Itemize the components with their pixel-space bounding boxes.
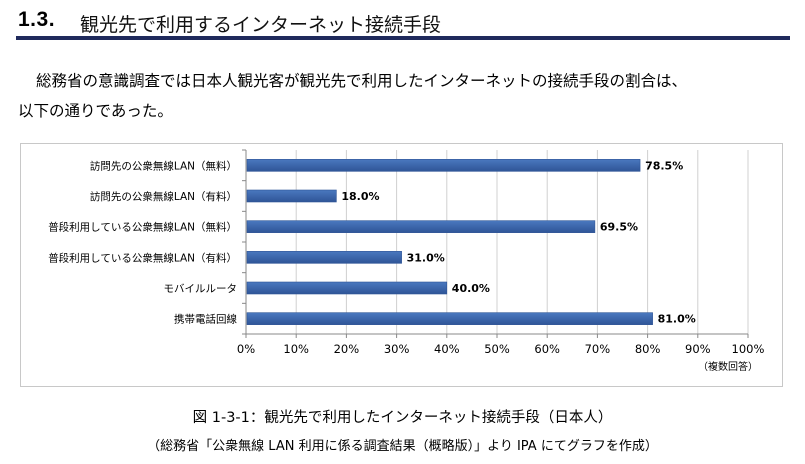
data-label: 81.0% [658, 313, 696, 326]
bar-chart: 0% 10% 20% 30% 40% 50% 60% 70% 80% 90% 100% 訪問先の公衆無… [48, 149, 765, 373]
bar [246, 281, 448, 295]
data-label: 69.5% [600, 221, 638, 234]
bar [246, 189, 337, 203]
x-tick-label: 50% [484, 342, 510, 356]
intro-paragraph: 総務省の意識調査では日本人観光客が観光先で利用したインターネットの接続手段の割合… [18, 66, 788, 126]
category-label: 訪問先の公衆無線LAN（無料） [90, 159, 237, 172]
figure-source: （総務省「公衆無線 LAN 利用に係る調査結果（概略版）」より IPA にてグラ… [147, 439, 658, 454]
category-label: 普段利用している公衆無線LAN（無料） [48, 221, 237, 234]
data-label: 18.0% [341, 190, 379, 203]
category-label: 普段利用している公衆無線LAN（有料） [48, 251, 237, 264]
chart-area: 0% 10% 20% 30% 40% 50% 60% 70% 80% 90% 100% 訪問先の公衆無… [20, 143, 783, 387]
data-label: 31.0% [407, 251, 445, 264]
category-label: 訪問先の公衆無線LAN（有料） [90, 190, 237, 203]
x-tick-label: 0% [237, 342, 255, 356]
x-tick-label: 100% [732, 342, 765, 356]
category-label: モバイルルータ [164, 283, 238, 295]
data-label: 40.0% [452, 282, 490, 295]
intro-line-1: 総務省の意識調査では日本人観光客が観光先で利用したインターネットの接続手段の割合… [36, 72, 688, 90]
x-tick-label: 60% [534, 342, 560, 356]
bar [246, 220, 596, 233]
x-tick-label: 10% [283, 342, 309, 356]
x-tick-label: 90% [685, 342, 711, 356]
category-label: 携帯電話回線 [174, 313, 237, 326]
section-heading: 1.3. 観光先で利用するインターネット接続手段 [16, 6, 790, 40]
x-tick-label: 80% [635, 342, 661, 356]
section-title: 観光先で利用するインターネット接続手段 [80, 14, 442, 36]
x-tick-label: 70% [585, 342, 611, 356]
bar [246, 159, 641, 172]
bar [246, 312, 653, 325]
x-tick-label: 30% [384, 342, 410, 356]
bar [246, 251, 402, 264]
section-number: 1.3. [18, 8, 56, 31]
intro-line-2: 以下の通りであった。 [18, 102, 173, 120]
data-label: 78.5% [645, 159, 683, 172]
x-tick-label: 20% [334, 342, 360, 356]
figure-caption: 図 1-3-1：観光先で利用したインターネット接続手段（日本人） [192, 410, 613, 426]
x-tick-label: 40% [434, 342, 460, 356]
chart-note: （複数回答） [698, 360, 758, 373]
